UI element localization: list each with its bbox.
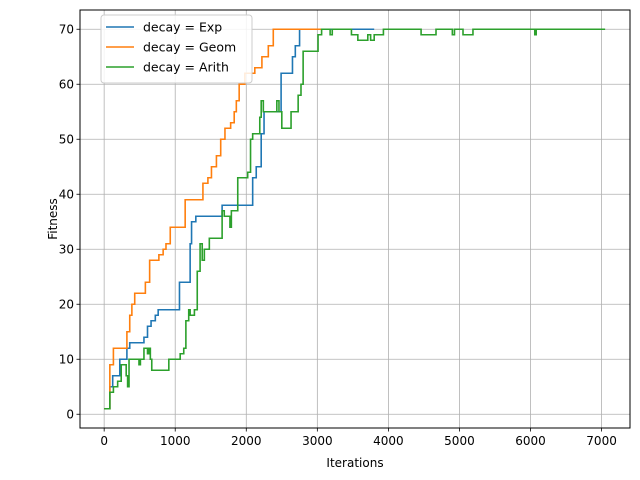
x-tick-label: 1000 <box>160 434 191 448</box>
y-tick-label: 70 <box>59 23 74 37</box>
y-tick-label: 10 <box>59 353 74 367</box>
grid <box>80 10 630 428</box>
series-line-2 <box>104 28 325 410</box>
x-tick-label: 2000 <box>231 434 262 448</box>
series-line-3 <box>104 28 606 410</box>
x-tick-label: 3000 <box>302 434 333 448</box>
y-tick-label: 40 <box>59 188 74 202</box>
legend-label-2: decay = Geom <box>143 40 236 55</box>
y-tick-label: 50 <box>59 133 74 147</box>
y-tick-label: 20 <box>59 298 74 312</box>
x-tick-label: 6000 <box>515 434 546 448</box>
x-tick-label: 4000 <box>373 434 404 448</box>
plot-frame <box>79 9 631 429</box>
legend: decay = Exp decay = Geom decay = Arith <box>100 14 253 84</box>
y-tick-label: 60 <box>59 78 74 92</box>
legend-label-3: decay = Arith <box>143 60 229 75</box>
x-tick-label: 5000 <box>444 434 475 448</box>
legend-box <box>100 14 253 84</box>
y-tick-label: 0 <box>66 408 74 422</box>
y-tick-label: 30 <box>59 243 74 257</box>
y-axis-label: Fitness <box>46 198 60 240</box>
x-axis-label: Iterations <box>326 456 383 470</box>
series-group <box>104 28 606 410</box>
legend-label-1: decay = Exp <box>143 20 222 35</box>
x-tick-label: 0 <box>100 434 108 448</box>
axis-ticks: 0 1000 2000 3000 4000 5000 6000 7000 0 10 20 30 40 50… <box>59 23 617 448</box>
x-tick-label: 7000 <box>586 434 617 448</box>
